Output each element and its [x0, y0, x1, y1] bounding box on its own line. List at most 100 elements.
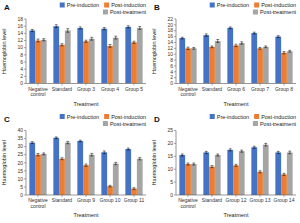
- error-bar: [192, 163, 195, 165]
- y-tick-label: 20: [167, 140, 173, 146]
- y-tick-label: 8: [170, 57, 173, 63]
- bar: [233, 165, 239, 195]
- legend-swatch: [104, 114, 109, 119]
- x-tick-label: Group 11: [124, 197, 145, 203]
- bar: [281, 53, 287, 84]
- x-tick-label-line: control: [30, 203, 45, 209]
- x-tick-label: Group 14: [274, 197, 295, 203]
- bar: [227, 150, 233, 195]
- legend-swatch: [103, 121, 108, 126]
- legend-swatch: [60, 3, 65, 8]
- bar: [179, 38, 185, 83]
- x-axis-label: Treatment: [74, 212, 99, 218]
- x-tick-label: Standard: [202, 197, 223, 203]
- bar: [191, 48, 197, 83]
- x-tick-label-line: Group 14: [274, 197, 295, 203]
- y-tick-label: 40: [17, 127, 23, 133]
- y-tick-label: 6: [20, 59, 23, 65]
- x-tick-label-line: Standard: [52, 86, 73, 92]
- bar: [83, 165, 89, 195]
- legend-swatch: [103, 10, 108, 15]
- bar: [35, 155, 41, 195]
- panel: 0246810121416182022Haemoglobin levelNega…: [151, 2, 296, 107]
- x-tick-label-line: Group 10: [100, 197, 121, 203]
- error-bar: [240, 150, 243, 152]
- x-tick-label-line: Group 11: [124, 197, 145, 203]
- x-tick-label: Group 7: [251, 86, 269, 92]
- error-bar: [127, 26, 130, 28]
- error-bar: [264, 143, 267, 146]
- y-tick-label: 0: [170, 80, 173, 86]
- legend-swatch: [210, 3, 215, 8]
- error-bar: [229, 149, 232, 151]
- error-bar: [259, 171, 262, 173]
- legend-label: Pre-induction: [217, 2, 249, 8]
- bars: [29, 25, 142, 84]
- legend-label: Post-induction: [111, 2, 146, 8]
- error-bar: [205, 34, 208, 36]
- error-bar: [109, 44, 112, 47]
- bar: [203, 152, 209, 195]
- error-bar: [127, 148, 130, 150]
- x-tick-label-line: Group 4: [101, 86, 119, 92]
- legend-item: Post-treatment: [253, 9, 297, 15]
- error-bar: [235, 164, 238, 166]
- error-bar: [133, 41, 136, 43]
- legend: Pre-inductionPost-inductionPost-treatmen…: [60, 114, 147, 127]
- bar: [185, 164, 191, 195]
- bar: [275, 152, 281, 195]
- legend-swatch: [254, 3, 259, 8]
- error-bar: [114, 162, 117, 164]
- bar: [251, 147, 257, 195]
- y-tick-label: 4: [170, 69, 173, 75]
- bar: [287, 51, 293, 83]
- y-tick-label: 2: [170, 74, 173, 80]
- y-tick-label: 0: [20, 192, 23, 198]
- x-tick-label-line: Standard: [52, 197, 73, 203]
- error-bar: [103, 151, 106, 154]
- y-tick-label: 20: [17, 160, 23, 166]
- bars: [29, 137, 142, 195]
- bar: [137, 28, 143, 84]
- x-axis-line: [176, 195, 296, 196]
- legend-label: Post-treatment: [260, 121, 297, 127]
- legend: Pre-inductionPost-inductionPost-treatmen…: [210, 114, 297, 127]
- legend: Pre-inductionPost-inductionPost-treatmen…: [210, 2, 297, 15]
- y-axis-label: Haemoglobin level: [1, 29, 7, 74]
- bar: [209, 47, 215, 84]
- bar: [215, 41, 221, 84]
- y-axis-label: Haemoglobin level: [151, 140, 157, 185]
- y-axis-label: Haemoglobin level: [151, 29, 157, 74]
- bar: [281, 174, 287, 195]
- bar: [251, 33, 257, 83]
- bar: [179, 155, 185, 195]
- y-tick-label: 10: [17, 176, 23, 182]
- x-tick-label: Group 10: [100, 197, 121, 203]
- error-bar: [61, 158, 64, 160]
- legend-swatch: [60, 114, 65, 119]
- x-tick-label-line: Group 7: [251, 86, 269, 92]
- x-tick-label: Negativecontrol: [28, 86, 48, 98]
- bar: [263, 47, 269, 84]
- error-bar: [66, 29, 69, 33]
- bar: [137, 159, 143, 195]
- legend-label: Post-induction: [111, 114, 146, 120]
- error-bar: [103, 28, 106, 30]
- x-axis-label: Treatment: [224, 212, 249, 218]
- bar: [41, 154, 47, 195]
- x-tick-label: Group 13: [250, 197, 271, 203]
- x-axis-line: [26, 83, 146, 84]
- panel-label: D: [154, 115, 160, 124]
- x-axis-label: Treatment: [224, 101, 249, 107]
- x-tick-label: Group 3: [77, 86, 95, 92]
- legend-item: Post-induction: [254, 114, 296, 120]
- bar: [89, 39, 95, 84]
- y-tick-label: 10: [167, 51, 173, 57]
- error-bar: [187, 47, 190, 49]
- x-tick-label-line: Group 8: [275, 86, 293, 92]
- error-bar: [61, 44, 64, 46]
- error-bar: [253, 32, 256, 34]
- bar: [59, 159, 65, 195]
- bar: [101, 29, 107, 84]
- legend-label: Pre-induction: [67, 2, 99, 8]
